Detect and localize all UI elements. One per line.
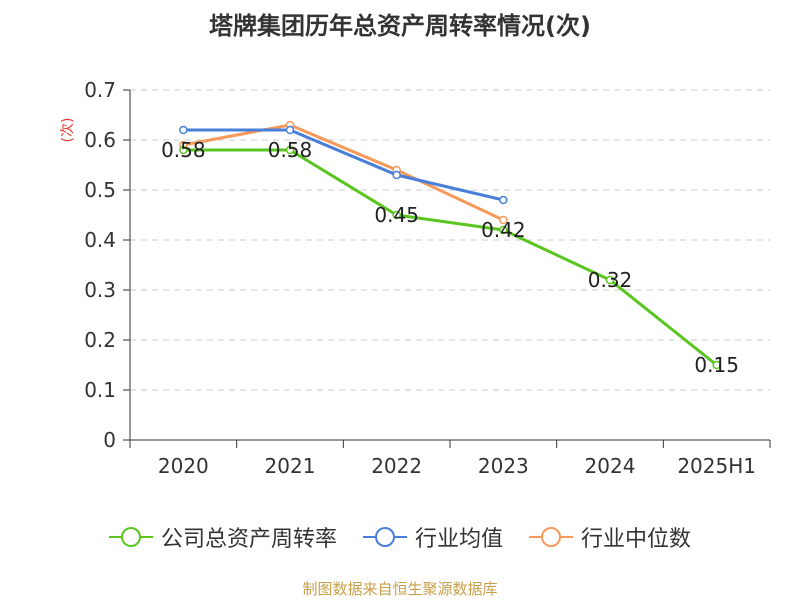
- x-tick-label: 2022: [371, 454, 422, 478]
- y-axis-unit-label: (次): [60, 118, 76, 143]
- data-point: [499, 195, 508, 205]
- data-point: [392, 170, 401, 180]
- data-label: 0.58: [268, 138, 313, 162]
- data-label: 0.42: [481, 218, 526, 242]
- line-chart: (次) 00.10.20.30.40.50.60.7 2020 2021 2022 2…: [60, 78, 771, 478]
- legend-label: 公司总资产周转率: [160, 527, 337, 552]
- data-source-note: 制图数据来自恒生聚源数据库: [302, 580, 498, 598]
- data-label: 0.15: [694, 353, 739, 377]
- y-tick-label: 0.3: [84, 278, 116, 302]
- y-tick-label: 0.1: [84, 378, 116, 402]
- y-tick-labels: 0 0.1 0.2 0.3 0.4 0.5 0.6 0.7: [84, 78, 116, 452]
- data-point: [605, 275, 615, 285]
- data-point: [179, 145, 188, 155]
- legend-marker: [529, 527, 573, 547]
- data-point: [392, 210, 401, 220]
- data-point: [179, 125, 188, 135]
- chart-title: 塔牌集团历年总资产周转率情况(次): [209, 12, 591, 40]
- data-point: [285, 125, 295, 135]
- y-tick-label: 0: [103, 428, 116, 452]
- series-line-0: [183, 148, 718, 367]
- series-lines: [179, 120, 721, 370]
- legend-label: 行业均值: [414, 527, 503, 552]
- x-tick-label: 2020: [158, 454, 209, 478]
- x-tick-label: 2023: [478, 454, 529, 478]
- y-tick-label: 0.2: [84, 328, 116, 352]
- grid-lines: [130, 89, 770, 391]
- legend-item-1[interactable]: 行业均值: [362, 521, 503, 553]
- data-point: [499, 215, 508, 225]
- data-label: 0.32: [588, 268, 633, 292]
- y-tick-label: 0.4: [84, 228, 116, 252]
- y-tick-label: 0.5: [84, 178, 116, 202]
- data-label: 0.58: [161, 138, 206, 162]
- data-label: 0.45: [374, 203, 419, 227]
- legend: 公司总资产周转率 行业均值 行业中位数: [0, 520, 800, 554]
- y-tick-label: 0.7: [84, 78, 116, 102]
- y-tick-label: 0.6: [84, 128, 116, 152]
- legend-label: 行业中位数: [581, 527, 692, 552]
- legend-marker: [108, 527, 153, 547]
- legend-item-0[interactable]: 公司总资产周转率: [108, 521, 337, 553]
- series-line-1: [183, 128, 504, 202]
- data-point: [499, 225, 508, 235]
- x-tick-label: 2024: [585, 454, 636, 478]
- legend-marker: [362, 527, 407, 547]
- data-point: [285, 145, 295, 155]
- series-line-2: [183, 123, 504, 222]
- x-tick-labels: 2020 2021 2022 2023 2024 2025H1: [158, 454, 756, 478]
- data-point: [712, 360, 721, 370]
- x-tick-label: 2021: [265, 454, 316, 478]
- data-labels: 0.58 0.58 0.45 0.42 0.32 0.15: [161, 138, 739, 377]
- legend-item-2[interactable]: 行业中位数: [529, 521, 691, 553]
- x-tick-label: 2025H1: [677, 454, 756, 478]
- axes: [123, 89, 771, 448]
